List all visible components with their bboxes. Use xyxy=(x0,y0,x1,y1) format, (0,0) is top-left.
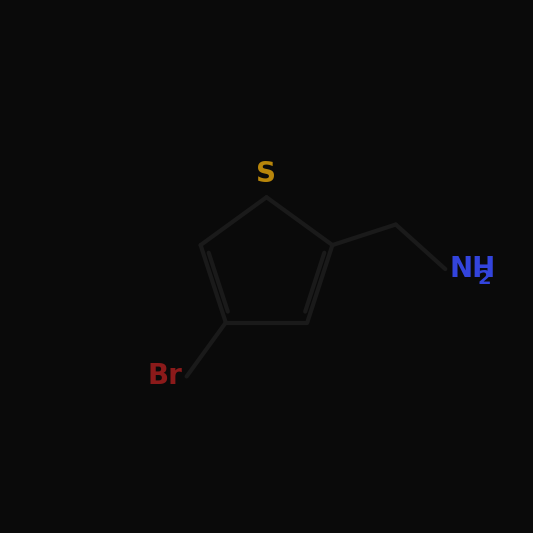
Text: 2: 2 xyxy=(477,269,491,288)
Text: NH: NH xyxy=(449,255,496,283)
Text: S: S xyxy=(256,159,277,188)
Text: Br: Br xyxy=(148,362,182,391)
